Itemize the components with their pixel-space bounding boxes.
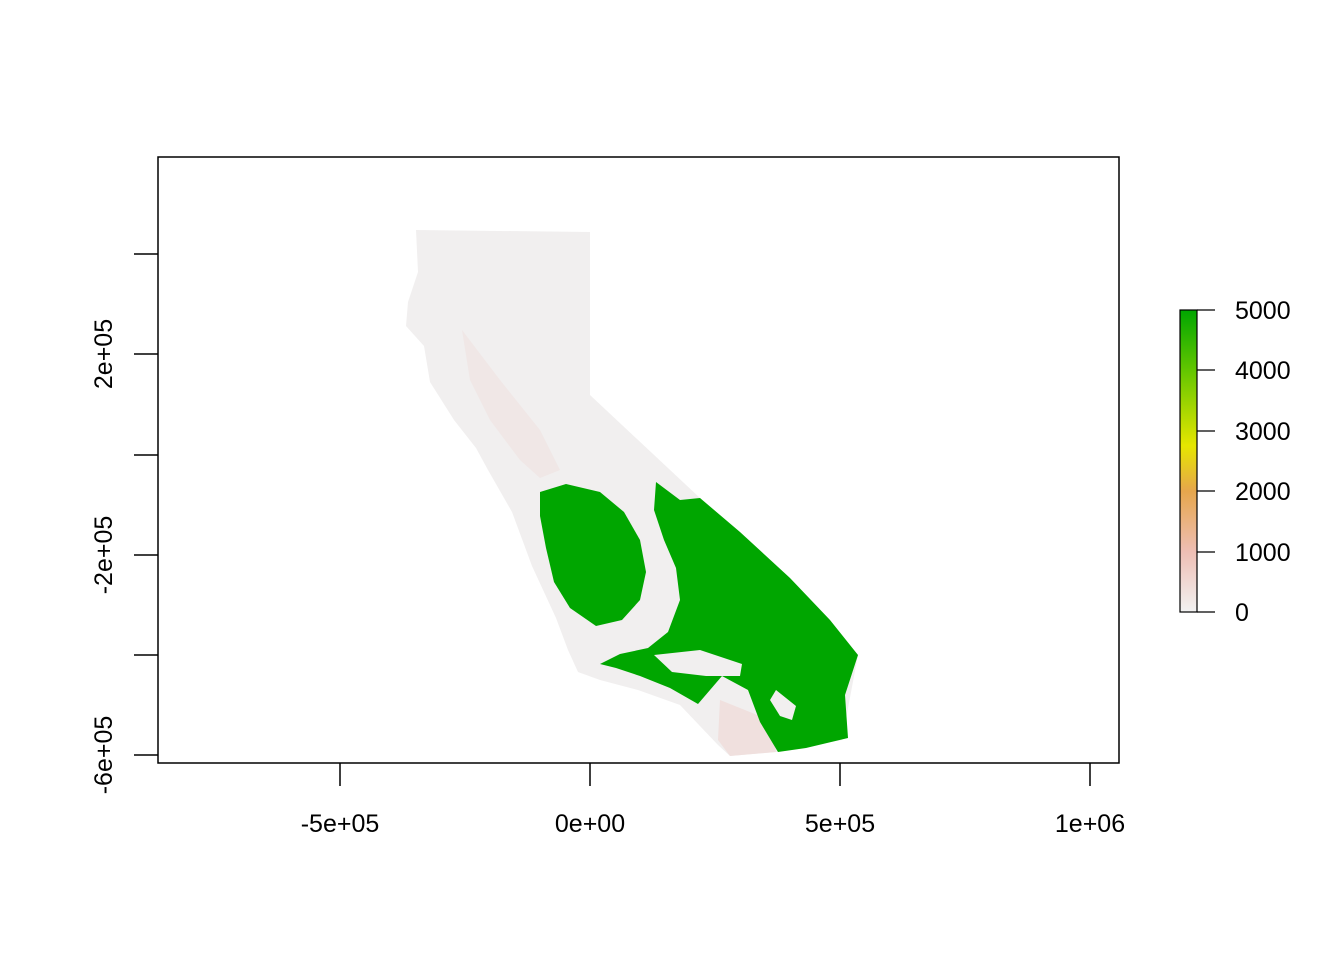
x-axis bbox=[339, 763, 1091, 786]
legend-label: 0 bbox=[1235, 599, 1249, 627]
color-legend: 5000 4000 3000 2000 1000 0 bbox=[1179, 297, 1291, 627]
legend-label: 4000 bbox=[1235, 357, 1291, 385]
high-value-zone-east bbox=[600, 482, 858, 752]
legend-colorbar bbox=[1179, 309, 1198, 613]
x-tick-label: -5e+05 bbox=[301, 810, 380, 838]
y-tick-label: -2e+05 bbox=[90, 516, 118, 595]
x-tick-label: 1e+06 bbox=[1055, 810, 1125, 838]
plot-frame bbox=[157, 156, 1120, 764]
x-tick-label: 0e+00 bbox=[555, 810, 625, 838]
legend-label: 3000 bbox=[1235, 418, 1291, 446]
y-tick-label: 2e+05 bbox=[90, 319, 118, 389]
high-value-zone-west bbox=[540, 484, 646, 626]
raster-layer bbox=[406, 230, 858, 756]
central-valley-tint bbox=[462, 330, 560, 478]
y-axis bbox=[134, 253, 158, 756]
valley-gap bbox=[654, 650, 742, 676]
y-tick-label: -6e+05 bbox=[90, 716, 118, 795]
legend-label: 1000 bbox=[1235, 539, 1291, 567]
desert-gap bbox=[770, 690, 796, 720]
legend-label: 2000 bbox=[1235, 478, 1291, 506]
legend-label: 5000 bbox=[1235, 297, 1291, 325]
southern-tint bbox=[718, 700, 776, 756]
x-tick-label: 5e+05 bbox=[805, 810, 875, 838]
